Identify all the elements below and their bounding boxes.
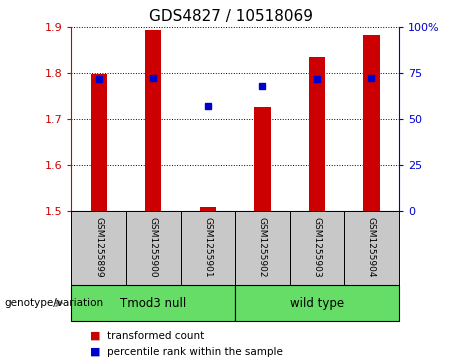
Bar — [145, 30, 161, 211]
Text: GSM1255904: GSM1255904 — [367, 217, 376, 278]
Bar — [200, 207, 216, 211]
Bar — [90, 74, 107, 211]
Bar — [344, 211, 399, 285]
Text: GDS4827 / 10518069: GDS4827 / 10518069 — [148, 9, 313, 24]
Bar — [235, 285, 399, 321]
Text: Tmod3 null: Tmod3 null — [120, 297, 186, 310]
Bar — [71, 211, 126, 285]
Text: genotype/variation: genotype/variation — [5, 298, 104, 308]
Text: GSM1255903: GSM1255903 — [313, 217, 321, 278]
Text: GSM1255899: GSM1255899 — [94, 217, 103, 278]
Bar — [126, 211, 181, 285]
Text: ■: ■ — [90, 347, 100, 357]
Text: wild type: wild type — [290, 297, 344, 310]
Bar — [71, 285, 235, 321]
Bar — [235, 211, 290, 285]
Bar — [254, 107, 271, 211]
Bar — [290, 211, 344, 285]
Text: GSM1255901: GSM1255901 — [203, 217, 213, 278]
Text: transformed count: transformed count — [107, 331, 205, 341]
Text: GSM1255900: GSM1255900 — [149, 217, 158, 278]
Bar — [181, 211, 235, 285]
Bar — [363, 36, 380, 211]
Bar — [309, 57, 325, 211]
Text: ■: ■ — [90, 331, 100, 341]
Text: GSM1255902: GSM1255902 — [258, 217, 267, 278]
Text: percentile rank within the sample: percentile rank within the sample — [107, 347, 284, 357]
